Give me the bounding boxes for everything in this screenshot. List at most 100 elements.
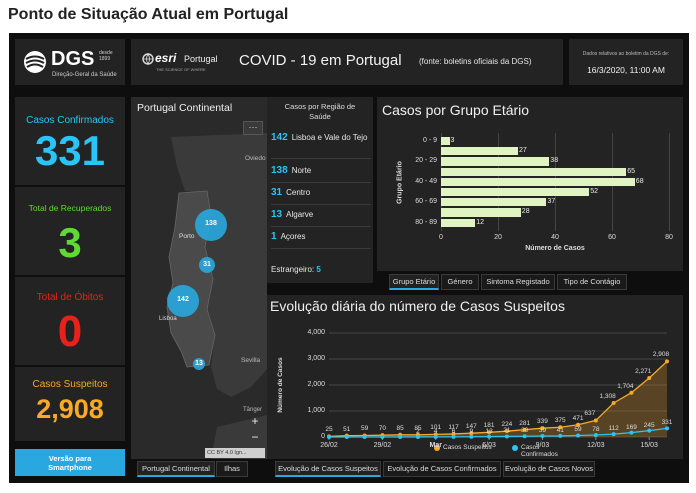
- daily-confirmed-label: 59: [574, 426, 582, 434]
- daily-chart: 0 1,000 2,000 3,000 4,000 Número de Casos 26/0…: [267, 295, 683, 459]
- daily-suspected-point: [647, 375, 652, 380]
- smartphone-button[interactable]: Versão para Smartphone: [15, 449, 125, 476]
- dgs-subtitle: Direção-Geral da Saúde: [52, 72, 117, 78]
- daily-confirmed-point: [504, 434, 509, 439]
- daily-suspected-label: 1,704: [617, 382, 634, 390]
- daily-chart-title: Evolução diária do número de Casos Suspe…: [270, 298, 565, 314]
- regions-panel: Casos por Região de Saúde 142 Lisboa e Va…: [267, 97, 373, 283]
- daily-y-label: Número de Casos: [277, 357, 284, 413]
- daily-confirmed-label: 13: [485, 427, 493, 435]
- age-x-tick: 0: [439, 233, 443, 241]
- daily-suspected-label: 1,308: [599, 392, 616, 400]
- esri-brand: esri: [155, 51, 177, 65]
- tab-tipo-contagio[interactable]: Tipo de Contágio: [557, 274, 627, 290]
- tab-evolucao-suspeitos[interactable]: Evolução de Casos Suspeitos: [275, 461, 381, 477]
- tab-evolucao-novos[interactable]: Evolução de Casos Novos: [503, 461, 595, 477]
- deaths-value: 0: [57, 307, 83, 356]
- tab-evolucao-confirmados[interactable]: Evolução de Casos Confirmados: [383, 461, 501, 477]
- daily-suspected-label: 51: [343, 425, 351, 433]
- age-bar-value: 27: [518, 147, 527, 155]
- age-chart-title: Casos por Grupo Etário: [382, 102, 530, 118]
- daily-y-tick: 2,000: [307, 381, 325, 388]
- region-count: 142: [271, 132, 288, 143]
- daily-y-tick: 3,000: [307, 355, 325, 362]
- tab-ilhas[interactable]: Ilhas: [216, 461, 248, 477]
- daily-suspected-point: [558, 425, 563, 430]
- age-x-tick: 20: [494, 233, 502, 241]
- daily-confirmed-label: 2: [416, 427, 420, 435]
- age-y-tick: 0 - 9: [422, 137, 437, 144]
- map-label-tangier: Tânger: [243, 407, 263, 413]
- zoom-in-button[interactable]: +: [251, 414, 259, 428]
- tab-grupo-etario[interactable]: Grupo Etário: [389, 274, 439, 290]
- daily-confirmed-label: 169: [625, 423, 637, 431]
- age-bar-value: 12: [476, 218, 484, 226]
- date-value: 16/3/2020, 11:00 AM: [587, 65, 665, 75]
- map-bubble-label[interactable]: 31: [203, 261, 211, 268]
- daily-suspected-label: 117: [448, 423, 459, 431]
- daily-suspected-label: 59: [360, 425, 369, 433]
- daily-confirmed-label: 245: [643, 421, 655, 429]
- tab-portugal-continental[interactable]: Portugal Continental: [137, 461, 215, 477]
- map-bubble-label[interactable]: 13: [195, 360, 203, 367]
- daily-suspected-label: 147: [465, 423, 477, 431]
- region-row[interactable]: 138 Norte: [271, 161, 371, 183]
- map-attribution: CC BY 4.0 Ign...: [205, 448, 265, 458]
- map-label-porto: Porto: [179, 233, 195, 240]
- age-bar-value: 38: [550, 157, 559, 165]
- region-row[interactable]: 1 Açores: [271, 227, 371, 249]
- daily-x-tick: 29/02: [373, 442, 392, 449]
- daily-confirmed-label: 78: [592, 425, 600, 433]
- age-bar: [441, 137, 450, 146]
- suspected-value: 2,908: [36, 394, 104, 424]
- map-bubble-label[interactable]: 142: [177, 296, 189, 303]
- tab-sintoma-registado[interactable]: Sintoma Registado: [481, 274, 555, 290]
- age-x-tick: 40: [551, 233, 559, 241]
- daily-x-tick: Mar: [429, 442, 442, 449]
- date-panel: Dados relativos ao boletim da DGS de: 16…: [569, 39, 683, 85]
- region-row[interactable]: 142 Lisboa e Vale do Tejo: [271, 129, 371, 159]
- age-bar-value: 65: [627, 167, 636, 175]
- daily-suspected-label: 101: [430, 424, 442, 432]
- daily-panel: Evolução diária do número de Casos Suspe…: [267, 295, 683, 459]
- region-name: Açores: [280, 232, 306, 241]
- recovered-label: Total de Recuperados: [28, 203, 112, 213]
- esri-tagline: THE SCIENCE OF WHERE: [156, 67, 206, 72]
- region-name: Lisboa e Vale do Tejo: [291, 133, 368, 142]
- daily-suspected-line: [328, 360, 668, 437]
- dgs-logo-icon: [24, 51, 46, 73]
- zoom-out-button[interactable]: −: [251, 430, 259, 444]
- region-row[interactable]: 13 Algarve: [271, 205, 371, 227]
- daily-y-tick: 0: [321, 433, 325, 440]
- daily-x-tick: 15/03: [640, 442, 658, 449]
- daily-suspected-label: 85: [414, 424, 422, 432]
- header-source: (fonte: boletins oficiais da DGS): [419, 57, 532, 66]
- daily-confirmed-point: [558, 433, 563, 438]
- age-y-tick: 80 - 89: [415, 218, 437, 226]
- age-bar: [441, 157, 550, 166]
- daily-y-tick: 4,000: [307, 329, 325, 336]
- region-name: Algarve: [286, 210, 314, 219]
- daily-suspected-point: [469, 431, 474, 436]
- tab-genero[interactable]: Género: [441, 274, 479, 290]
- map-bubble-label[interactable]: 138: [205, 220, 217, 227]
- daily-suspected-label: 70: [378, 425, 386, 433]
- age-bar: [441, 198, 547, 207]
- map-canvas[interactable]: [131, 97, 267, 459]
- daily-y-tick: 1,000: [307, 407, 325, 414]
- daily-confirmed-point: [327, 435, 331, 439]
- header-title: COVID - 19 em Portugal: [239, 52, 402, 69]
- region-row[interactable]: 31 Centro: [271, 183, 371, 205]
- recovered-value: 3: [58, 219, 82, 266]
- daily-confirmed-point: [362, 435, 367, 439]
- daily-confirmed-point: [665, 426, 669, 431]
- daily-confirmed-point: [344, 435, 349, 439]
- map-label-lisboa: Lisboa: [159, 316, 177, 322]
- age-bar-value: 52: [590, 188, 598, 195]
- daily-suspected-label: 2,908: [652, 351, 670, 359]
- daily-confirmed-point: [629, 430, 634, 435]
- map-menu-button[interactable]: ···: [243, 121, 263, 135]
- daily-confirmed-label: 30: [521, 427, 529, 435]
- dgs-since: desde 1899: [99, 50, 113, 62]
- foreign-value: 5: [316, 265, 321, 274]
